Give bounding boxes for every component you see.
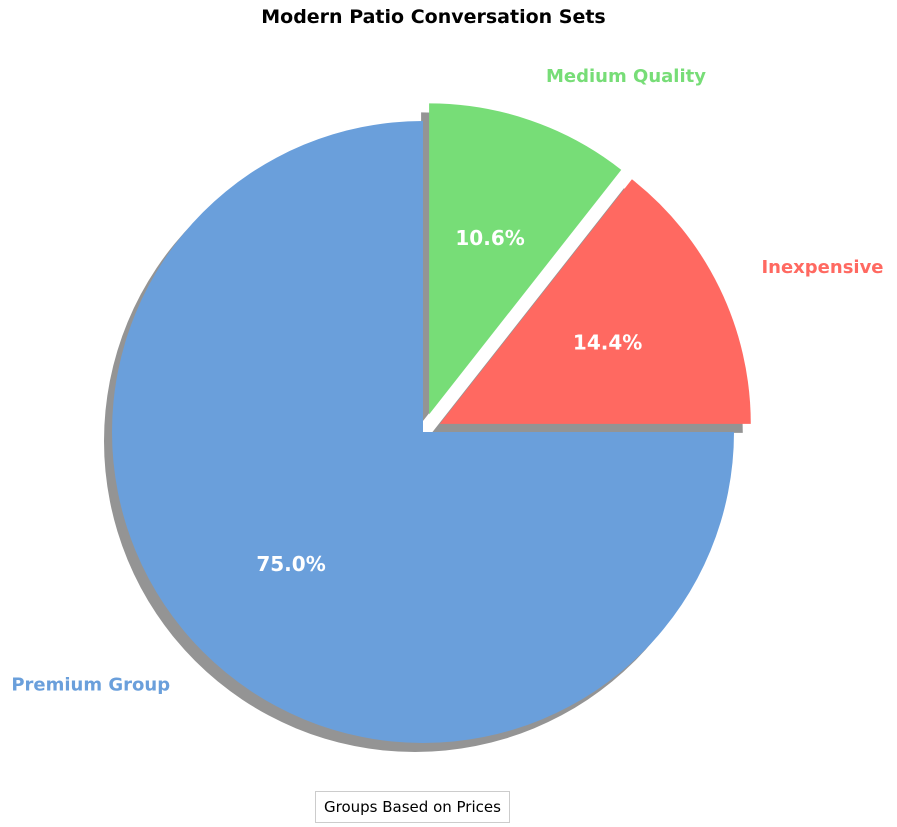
pie-slice-inexpensive bbox=[439, 179, 751, 424]
chart-title: Modern Patio Conversation Sets bbox=[261, 6, 606, 28]
legend: Groups Based on Prices bbox=[315, 791, 510, 823]
slice-label-premium-group: Premium Group bbox=[11, 674, 170, 695]
pct-label-inexpensive: 14.4% bbox=[573, 330, 642, 354]
pie-slice-medium-quality bbox=[429, 103, 622, 415]
pct-label-medium-quality: 10.6% bbox=[455, 226, 524, 250]
pct-label-premium-group: 75.0% bbox=[256, 552, 325, 576]
slice-label-inexpensive: Inexpensive bbox=[761, 257, 883, 278]
slice-label-medium-quality: Medium Quality bbox=[546, 66, 706, 87]
pie-slices bbox=[112, 103, 751, 743]
pie-labels: 75.0% Premium Group 14.4% Inexpensive 10.6% M… bbox=[11, 66, 883, 696]
legend-title: Groups Based on Prices bbox=[324, 798, 501, 816]
pie-slice-premium-group bbox=[112, 121, 734, 743]
